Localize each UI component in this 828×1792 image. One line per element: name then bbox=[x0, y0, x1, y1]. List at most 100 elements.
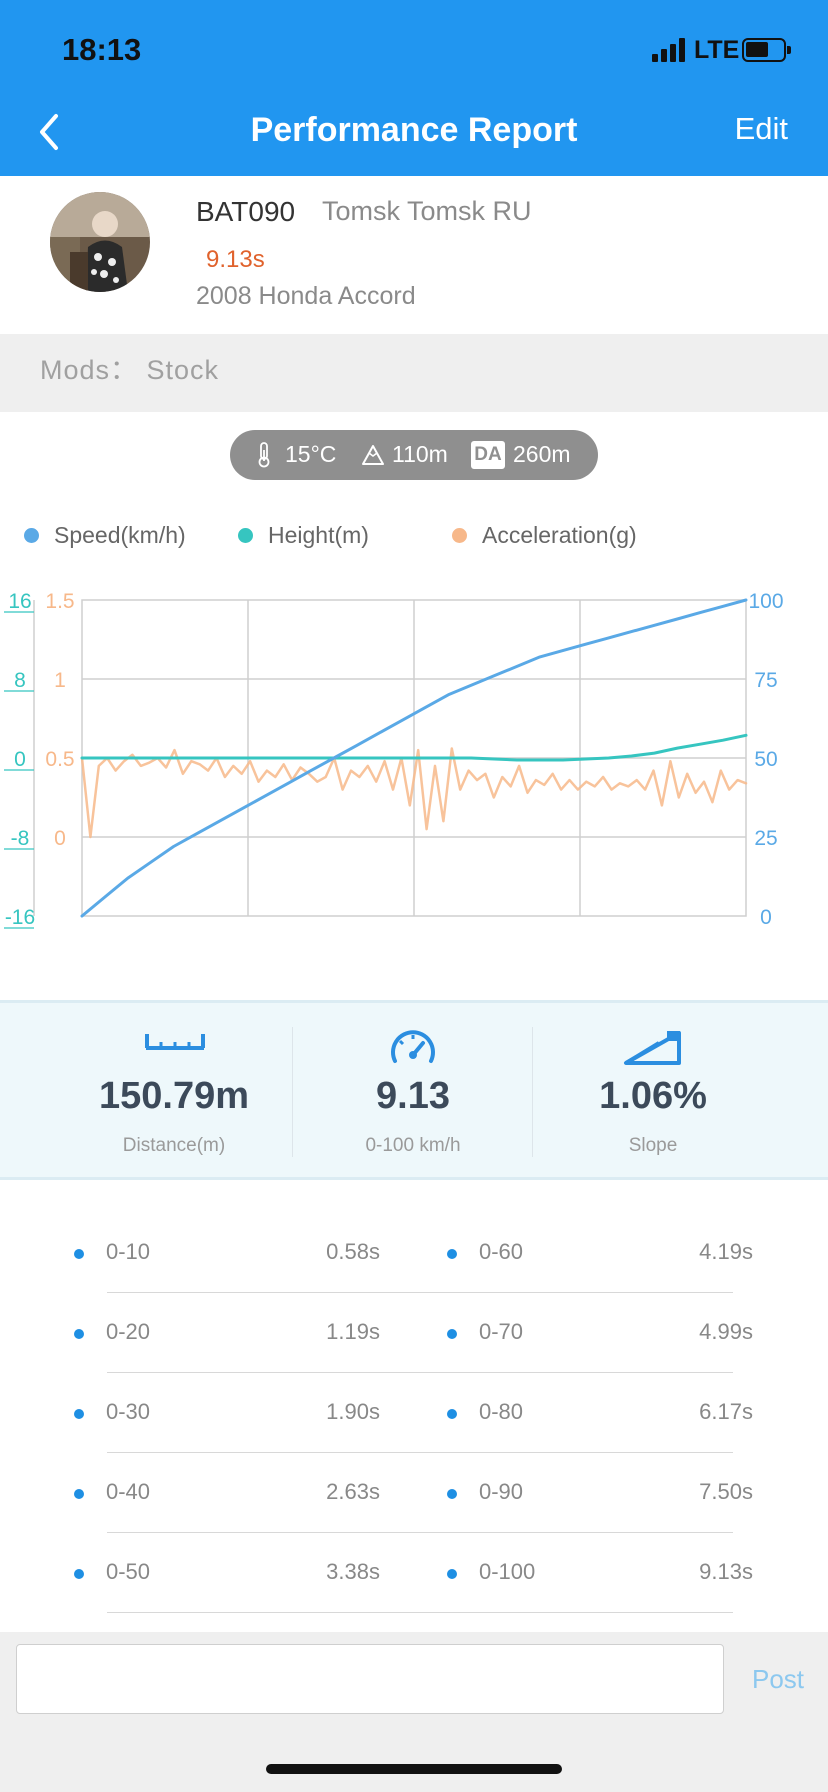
split-name: 0-50 bbox=[106, 1559, 151, 1584]
bullet-icon bbox=[74, 1329, 84, 1339]
stat-distance-value: 150.79m bbox=[98, 1075, 249, 1117]
split-time: 1.19s bbox=[326, 1319, 380, 1344]
back-button[interactable] bbox=[28, 110, 72, 154]
stat-time: 9.13 0-100 km/h bbox=[293, 1003, 533, 1183]
row-divider bbox=[107, 1612, 733, 1613]
home-indicator[interactable] bbox=[266, 1764, 562, 1774]
stat-divider bbox=[532, 1027, 533, 1157]
split-item: 0-30 1.90s bbox=[74, 1373, 380, 1453]
post-button[interactable]: Post bbox=[752, 1664, 805, 1694]
legend-acceleration-dot bbox=[452, 528, 467, 543]
chevron-left-icon bbox=[40, 114, 58, 150]
car-name: 2008 Honda Accord bbox=[196, 282, 416, 310]
page-title: Performance Report bbox=[250, 111, 578, 149]
bullet-icon bbox=[447, 1329, 457, 1339]
stat-slope: 1.06% Slope bbox=[533, 1003, 773, 1183]
stat-slope-value: 1.06% bbox=[599, 1075, 707, 1117]
split-time: 3.38s bbox=[326, 1559, 380, 1584]
split-item: 0-50 3.38s bbox=[74, 1533, 380, 1613]
split-item: 0-90 7.50s bbox=[447, 1453, 753, 1533]
row-divider bbox=[107, 1292, 733, 1293]
table-row: 0-40 2.63s 0-90 7.50s bbox=[0, 1453, 828, 1533]
height-series-line bbox=[80, 733, 748, 762]
bullet-icon bbox=[447, 1409, 457, 1419]
username: BAT090 bbox=[196, 196, 296, 227]
split-time: 4.99s bbox=[699, 1319, 753, 1344]
table-row: 0-20 1.19s 0-70 4.99s bbox=[0, 1293, 828, 1373]
status-bar: 18:13 LTE bbox=[0, 0, 828, 96]
altitude: 110m bbox=[392, 441, 448, 467]
split-item: 0-100 9.13s bbox=[447, 1533, 753, 1613]
split-name: 0-40 bbox=[106, 1479, 151, 1504]
nav-bar: Performance Report Edit bbox=[0, 96, 828, 176]
mods-text: Mods： Stock bbox=[40, 355, 220, 385]
split-time: 0.58s bbox=[326, 1239, 380, 1264]
split-name: 0-60 bbox=[479, 1239, 524, 1264]
conditions-pill: 15°C 110m DA 260m bbox=[230, 430, 598, 480]
table-row: 0-50 3.38s 0-100 9.13s bbox=[0, 1533, 828, 1613]
legend-acceleration[interactable]: Acceleration(g) bbox=[452, 522, 637, 549]
split-time: 1.90s bbox=[326, 1399, 380, 1424]
split-item: 0-20 1.19s bbox=[74, 1293, 380, 1373]
split-name: 0-30 bbox=[106, 1399, 151, 1424]
legend-speed-label: Speed(km/h) bbox=[54, 522, 186, 548]
height-tick-label: 16 bbox=[8, 590, 31, 613]
bullet-icon bbox=[74, 1569, 84, 1579]
split-name: 0-10 bbox=[106, 1239, 151, 1264]
split-item: 0-70 4.99s bbox=[447, 1293, 753, 1373]
height-tick-label: -8 bbox=[11, 827, 30, 850]
height-tick-label: 0 bbox=[14, 748, 26, 771]
height-tick-label: -16 bbox=[5, 906, 35, 929]
avatar[interactable] bbox=[50, 192, 150, 292]
height-tick-label: 8 bbox=[14, 669, 26, 692]
speed-tick-label: 50 bbox=[754, 748, 777, 771]
split-name: 0-20 bbox=[106, 1319, 151, 1344]
bullet-icon bbox=[447, 1489, 457, 1499]
acceleration-tick-label: 1 bbox=[54, 669, 66, 692]
split-name: 0-70 bbox=[479, 1319, 524, 1344]
legend-acceleration-label: Acceleration(g) bbox=[482, 522, 637, 548]
comment-input[interactable] bbox=[16, 1644, 724, 1714]
stat-time-label: 0-100 km/h bbox=[365, 1135, 461, 1156]
edit-button[interactable]: Edit bbox=[734, 111, 788, 146]
thermometer-icon bbox=[258, 442, 270, 468]
split-time: 6.17s bbox=[699, 1399, 753, 1424]
performance-chart: 16 8 0 -8 -16 1.5 1 0.5 0 100 75 50 25 0 bbox=[4, 590, 784, 929]
acceleration-tick-label: 0 bbox=[54, 827, 66, 850]
legend-height-label: Height(m) bbox=[268, 522, 369, 548]
stat-distance-label: Distance(m) bbox=[122, 1135, 226, 1156]
density-altitude-icon: DA bbox=[471, 441, 505, 469]
acceleration-series-line bbox=[80, 747, 748, 839]
bullet-icon bbox=[447, 1569, 457, 1579]
temperature: 15°C bbox=[285, 441, 337, 467]
split-name: 0-80 bbox=[479, 1399, 524, 1424]
split-name: 0-90 bbox=[479, 1479, 524, 1504]
legend-height[interactable]: Height(m) bbox=[238, 522, 369, 549]
split-time: 7.50s bbox=[699, 1479, 753, 1504]
stat-divider bbox=[292, 1027, 293, 1157]
bullet-icon bbox=[74, 1489, 84, 1499]
stat-slope-label: Slope bbox=[628, 1135, 678, 1156]
split-item: 0-80 6.17s bbox=[447, 1373, 753, 1453]
legend-speed[interactable]: Speed(km/h) bbox=[24, 522, 186, 549]
slope-icon bbox=[624, 1031, 681, 1065]
battery-icon bbox=[742, 38, 791, 62]
signal-icon bbox=[652, 38, 688, 62]
mods-section: Mods： Stock bbox=[0, 334, 828, 412]
best-time: 9.13s bbox=[206, 246, 265, 273]
density-altitude: 260m bbox=[513, 441, 571, 467]
network-label: LTE bbox=[694, 36, 740, 64]
legend-height-dot bbox=[238, 528, 253, 543]
split-time: 2.63s bbox=[326, 1479, 380, 1504]
split-time: 9.13s bbox=[699, 1559, 753, 1584]
speedometer-icon bbox=[391, 1030, 435, 1063]
table-row: 0-30 1.90s 0-80 6.17s bbox=[0, 1373, 828, 1453]
stats-panel: 150.79m Distance(m) 9.13 0-100 km/h 1.06… bbox=[0, 1000, 828, 1180]
split-item: 0-60 4.19s bbox=[447, 1213, 753, 1293]
split-name: 0-100 bbox=[479, 1559, 536, 1584]
acceleration-tick-label: 0.5 bbox=[45, 748, 74, 771]
legend-speed-dot bbox=[24, 528, 39, 543]
bullet-icon bbox=[74, 1249, 84, 1259]
split-item: 0-10 0.58s bbox=[74, 1213, 380, 1293]
row-divider bbox=[107, 1452, 733, 1453]
